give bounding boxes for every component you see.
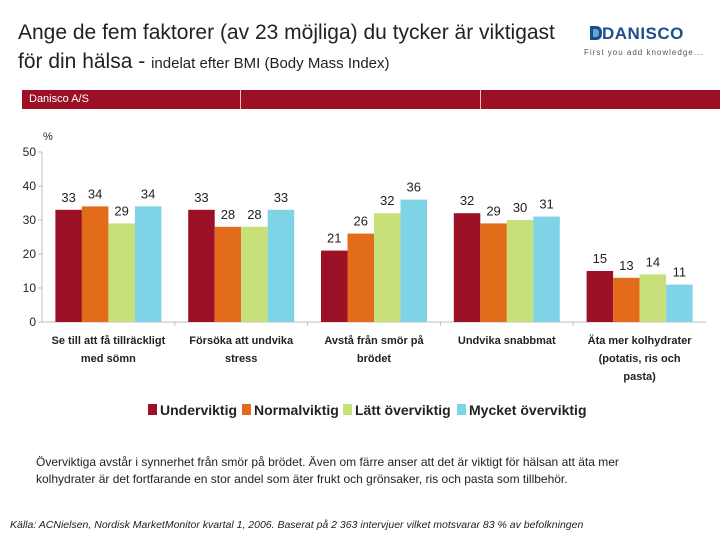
bar-value-label: 15	[593, 251, 607, 266]
logo-mark-icon	[590, 26, 602, 40]
bar-value-label: 26	[354, 214, 368, 229]
bar	[639, 274, 667, 322]
category-label: brödet	[357, 353, 392, 365]
page-title: Ange de fem faktorer (av 23 möjliga) du …	[18, 18, 578, 78]
band-divider	[480, 90, 481, 109]
legend-entry: Lätt överviktig	[355, 402, 451, 418]
y-tick-label: 0	[29, 315, 36, 329]
bar	[666, 284, 693, 322]
bar-value-label: 32	[380, 193, 394, 208]
bar	[347, 233, 374, 322]
bar-value-label: 28	[247, 207, 261, 222]
bar-value-label: 13	[619, 258, 633, 273]
bar-value-label: 33	[274, 190, 288, 205]
logo-tagline: First you add knowledge...	[584, 48, 704, 57]
y-tick-label: 10	[23, 281, 37, 295]
source-note: Källa: ACNielsen, Nordisk MarketMonitor …	[10, 519, 584, 531]
title-subtitle: indelat efter BMI (Body Mass Index)	[151, 55, 390, 72]
bar-value-label: 31	[539, 197, 553, 212]
legend-entry: Underviktig	[160, 402, 237, 418]
category-label: (potatis, ris och	[599, 353, 681, 365]
y-tick-label: 30	[23, 213, 37, 227]
title-main: Ange de fem faktorer (av 23 möjliga) du …	[18, 21, 555, 73]
bar	[267, 209, 295, 322]
bar	[55, 209, 82, 322]
bar	[453, 213, 481, 322]
category-label: pasta)	[623, 371, 656, 383]
bar-value-label: 33	[61, 190, 75, 205]
bar	[81, 206, 109, 322]
bar-chart: % 0 10 20 30 40 50 33 34 29 34 Se till att få tillr…	[23, 131, 706, 418]
bar-value-label: 34	[88, 186, 102, 201]
bar-value-label: 29	[486, 203, 500, 218]
bar	[214, 226, 242, 322]
logo-name: DANISCO	[602, 24, 684, 43]
category-label: Undvika snabbmat	[458, 335, 556, 347]
bar-value-label: 30	[513, 200, 527, 215]
y-tick-label: 40	[23, 179, 37, 193]
y-unit-label: %	[43, 131, 53, 143]
commentary-text: Överviktiga avstår i synnerhet från smör…	[36, 455, 619, 486]
legend-entry: Mycket överviktig	[469, 402, 587, 418]
bar-value-label: 29	[114, 203, 128, 218]
bar	[321, 250, 348, 322]
bar	[533, 216, 560, 322]
bar	[188, 209, 215, 322]
legend-swatch	[242, 404, 251, 415]
category-label: Äta mer kolhydrater	[588, 334, 693, 347]
header-band: Danisco A/S	[22, 90, 720, 109]
bar	[108, 223, 135, 322]
category-label: stress	[225, 353, 257, 365]
category-label: med sömn	[81, 353, 136, 365]
y-tick-label: 20	[23, 247, 37, 261]
bar-value-label: 11	[673, 265, 687, 280]
category-label: Se till att få tillräckligt	[52, 335, 166, 347]
bar	[134, 206, 162, 322]
bar-value-label: 14	[646, 254, 660, 269]
category-label: Avstå från smör på	[324, 335, 424, 347]
bar	[400, 199, 427, 322]
bar-value-label: 34	[141, 186, 155, 201]
legend-swatch	[148, 404, 157, 415]
bar	[241, 226, 268, 322]
bar-value-label: 32	[460, 193, 474, 208]
legend-swatch	[343, 404, 352, 415]
danisco-logo: DANISCO First you add knowledge...	[584, 24, 708, 64]
bar-value-label: 28	[221, 207, 235, 222]
bar-value-label: 33	[194, 190, 208, 205]
bar	[586, 271, 614, 322]
bar	[506, 220, 534, 322]
band-divider	[240, 90, 241, 109]
category-label: Försöka att undvika	[189, 335, 294, 347]
bar-value-label: 21	[327, 231, 341, 246]
bar	[613, 277, 640, 322]
bar	[480, 223, 507, 322]
y-tick-label: 50	[23, 145, 37, 159]
bar-value-label: 36	[407, 180, 421, 195]
legend-entry: Normalviktig	[254, 402, 339, 418]
band-label: Danisco A/S	[29, 93, 89, 105]
legend-swatch	[457, 404, 466, 415]
bar	[374, 213, 401, 322]
